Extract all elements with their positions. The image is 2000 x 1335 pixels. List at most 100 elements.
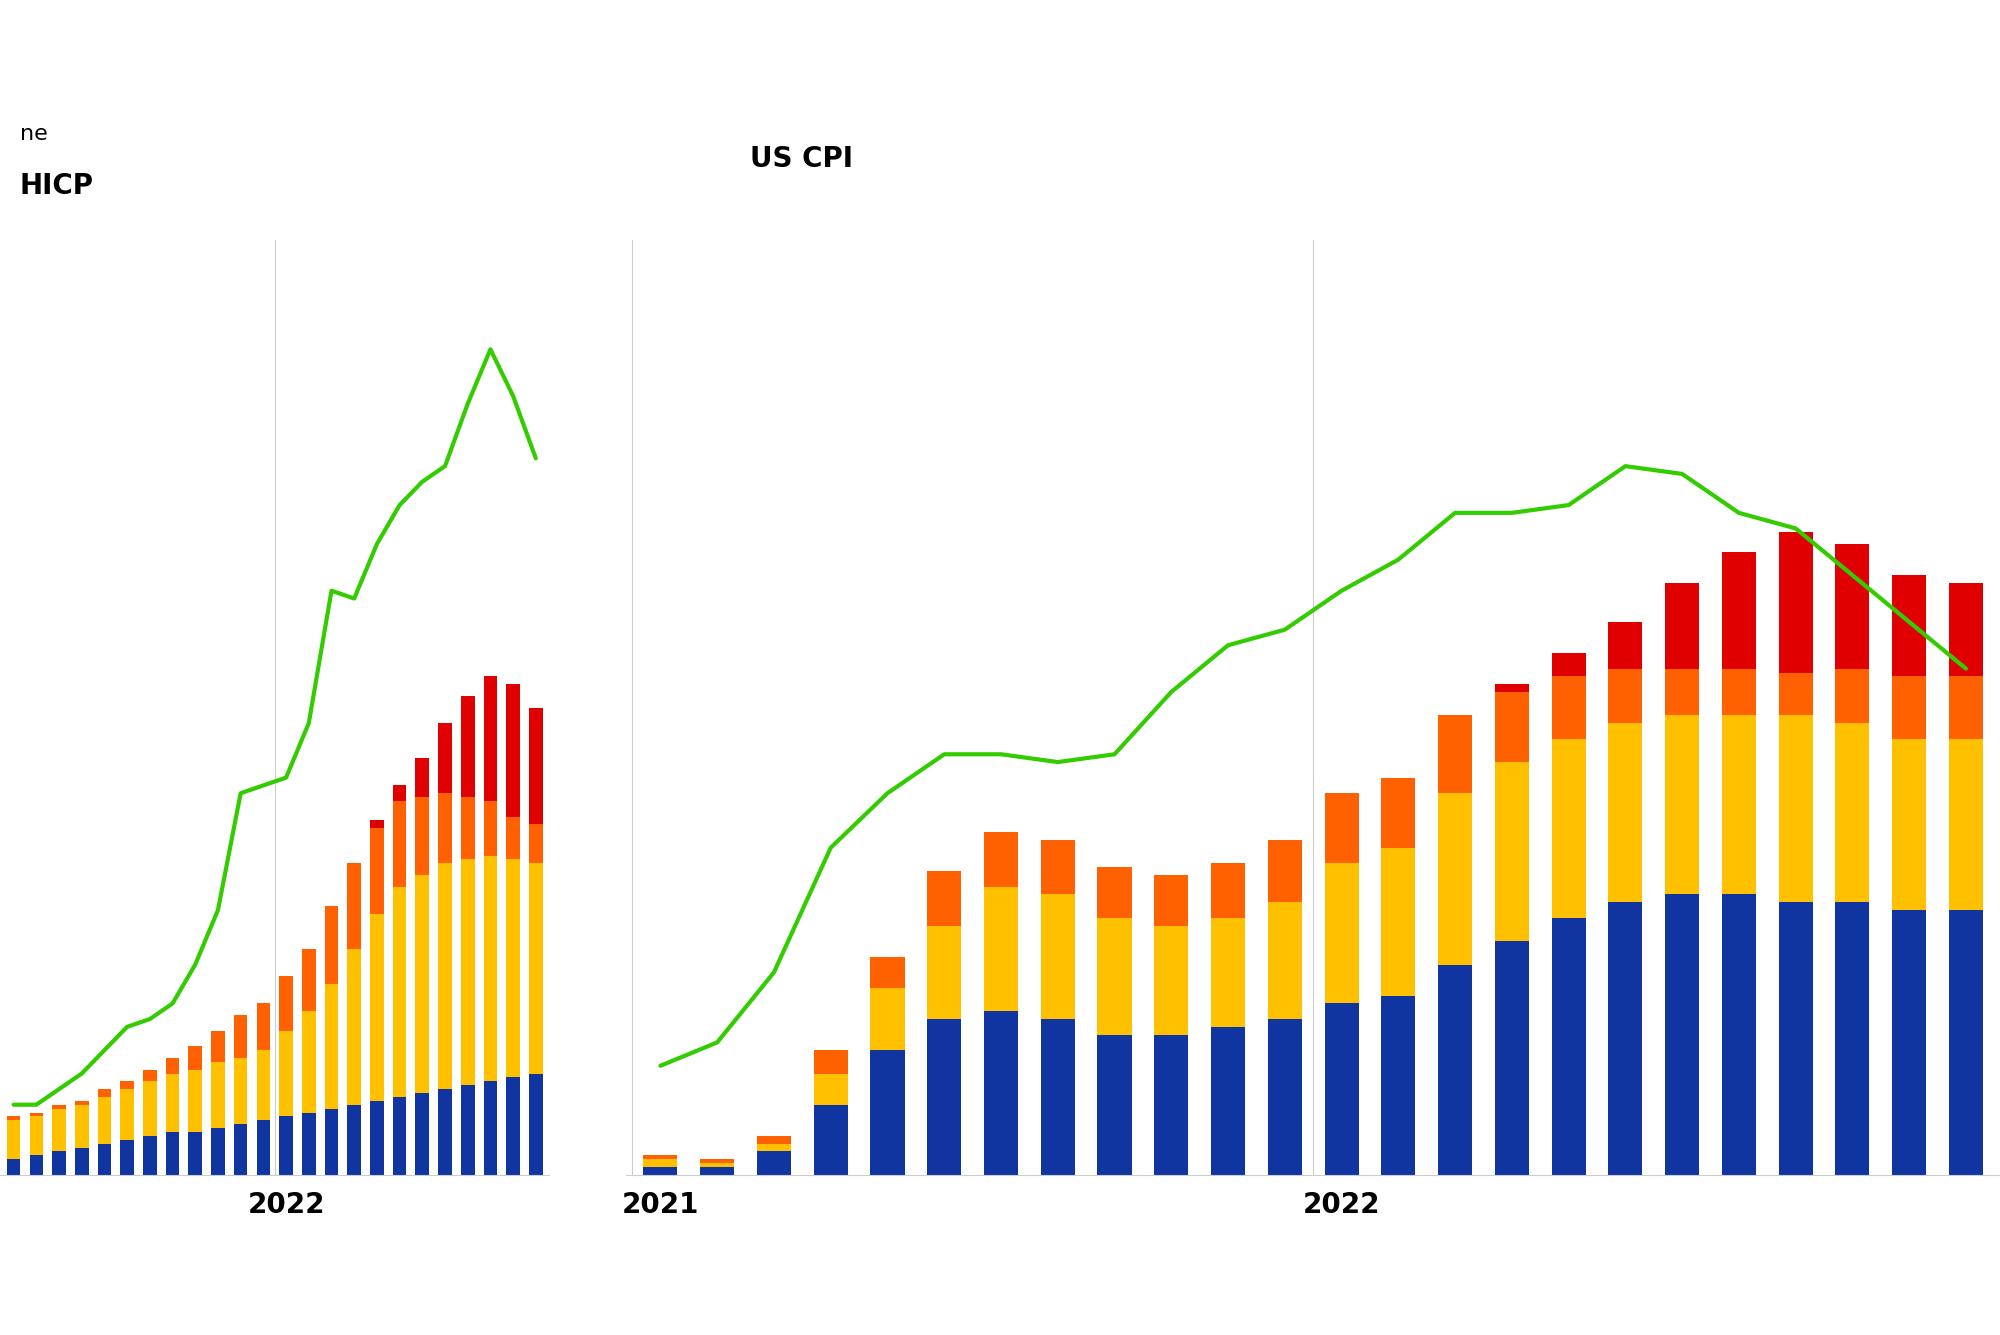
Bar: [392, 785, 406, 801]
Bar: [1212, 864, 1246, 918]
Bar: [814, 1105, 848, 1175]
Bar: [1892, 677, 1926, 738]
Bar: [1324, 1004, 1358, 1175]
Bar: [120, 1081, 134, 1089]
Bar: [234, 1057, 248, 1124]
Bar: [1324, 864, 1358, 1004]
Bar: [460, 860, 474, 1085]
Bar: [460, 797, 474, 860]
Bar: [1212, 1027, 1246, 1175]
Bar: [1778, 673, 1812, 716]
Bar: [1948, 738, 1982, 910]
Bar: [928, 925, 962, 1019]
Bar: [1608, 902, 1642, 1175]
Bar: [1098, 1035, 1132, 1175]
Bar: [1948, 677, 1982, 738]
Bar: [212, 1128, 224, 1175]
Bar: [98, 1089, 112, 1097]
Bar: [1494, 762, 1528, 941]
Bar: [984, 832, 1018, 886]
Bar: [1040, 894, 1074, 1019]
Bar: [144, 1081, 156, 1136]
Bar: [700, 1159, 734, 1163]
Bar: [324, 984, 338, 1108]
Bar: [1722, 716, 1756, 894]
Bar: [984, 1012, 1018, 1175]
Bar: [166, 1132, 180, 1175]
Bar: [1836, 724, 1870, 902]
Bar: [370, 828, 384, 914]
Bar: [30, 1155, 44, 1175]
Bar: [1438, 793, 1472, 964]
Bar: [98, 1144, 112, 1175]
Bar: [484, 677, 498, 801]
Bar: [1040, 1019, 1074, 1175]
Bar: [234, 1124, 248, 1175]
Bar: [1268, 1019, 1302, 1175]
Bar: [928, 870, 962, 925]
Bar: [324, 1108, 338, 1175]
Bar: [1382, 996, 1416, 1175]
Bar: [1948, 583, 1982, 677]
Bar: [1212, 918, 1246, 1027]
Bar: [416, 797, 430, 874]
Bar: [870, 1051, 904, 1175]
Bar: [1892, 910, 1926, 1175]
Bar: [30, 1112, 44, 1116]
Bar: [52, 1151, 66, 1175]
Bar: [74, 1101, 88, 1105]
Bar: [1778, 533, 1812, 673]
Bar: [256, 1051, 270, 1120]
Bar: [756, 1144, 790, 1151]
Bar: [1666, 716, 1700, 894]
Bar: [392, 801, 406, 886]
Bar: [484, 1081, 498, 1175]
Bar: [1608, 724, 1642, 902]
Bar: [1324, 793, 1358, 864]
Bar: [166, 1057, 180, 1073]
Bar: [1778, 716, 1812, 902]
Bar: [1722, 669, 1756, 716]
Bar: [30, 1116, 44, 1155]
Bar: [74, 1105, 88, 1148]
Bar: [814, 1073, 848, 1105]
Bar: [1892, 575, 1926, 677]
Bar: [1382, 777, 1416, 848]
Bar: [256, 1004, 270, 1051]
Bar: [74, 1148, 88, 1175]
Bar: [166, 1073, 180, 1132]
Bar: [120, 1140, 134, 1175]
Bar: [438, 793, 452, 864]
Bar: [348, 949, 362, 1105]
Bar: [188, 1047, 202, 1069]
Bar: [438, 864, 452, 1089]
Bar: [530, 864, 542, 1073]
Bar: [460, 696, 474, 797]
Bar: [1098, 918, 1132, 1035]
Bar: [530, 1073, 542, 1175]
Bar: [188, 1132, 202, 1175]
Bar: [438, 1089, 452, 1175]
Bar: [1154, 925, 1188, 1035]
Bar: [348, 1105, 362, 1175]
Bar: [1836, 669, 1870, 724]
Bar: [644, 1167, 678, 1175]
Text: ne: ne: [20, 124, 48, 144]
Bar: [1494, 684, 1528, 692]
Bar: [1494, 692, 1528, 762]
Bar: [1552, 738, 1586, 918]
Bar: [1666, 583, 1700, 669]
Bar: [6, 1116, 20, 1120]
Bar: [700, 1163, 734, 1167]
Bar: [1268, 902, 1302, 1019]
Bar: [644, 1155, 678, 1159]
Bar: [392, 1097, 406, 1175]
Bar: [1154, 874, 1188, 925]
Bar: [416, 758, 430, 797]
Bar: [52, 1105, 66, 1108]
Text: HICP: HICP: [20, 172, 94, 199]
Bar: [756, 1136, 790, 1144]
Bar: [438, 724, 452, 793]
Bar: [506, 860, 520, 1077]
Bar: [416, 874, 430, 1093]
